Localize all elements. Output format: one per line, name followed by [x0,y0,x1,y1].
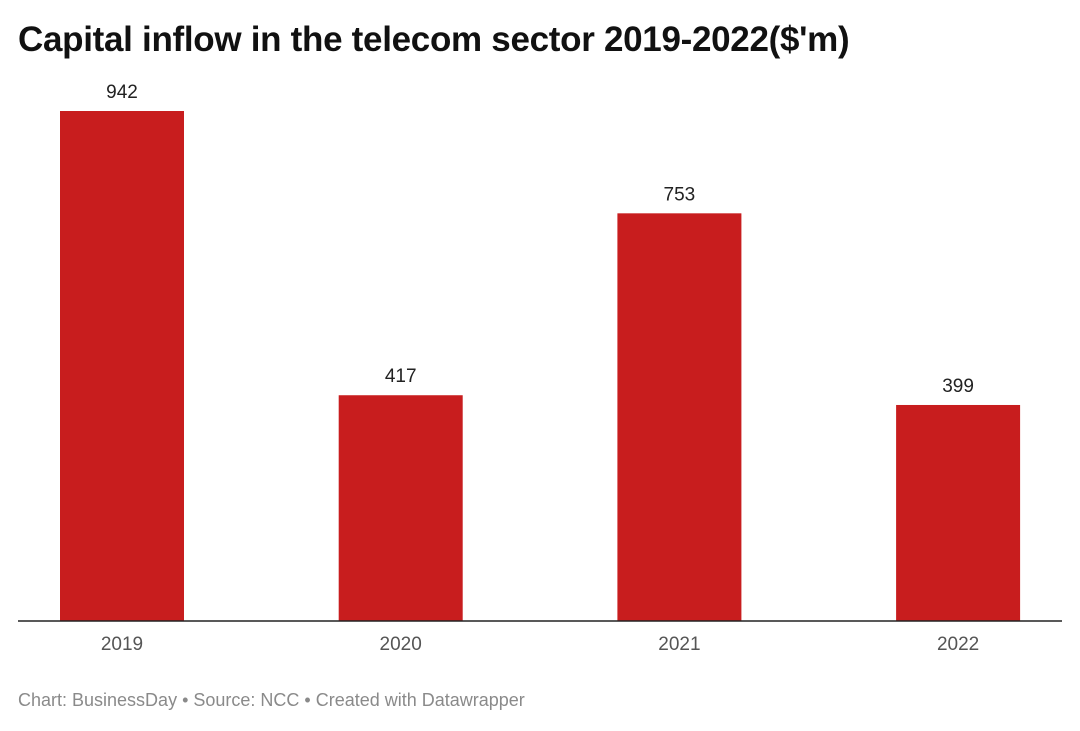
data-label-2019: 942 [106,82,138,103]
x-tick-label-2021: 2021 [658,634,700,655]
chart-title: Capital inflow in the telecom sector 201… [18,20,850,59]
x-tick-label-2022: 2022 [937,634,979,655]
data-label-2020: 417 [385,366,417,387]
data-label-2021: 753 [664,184,696,205]
x-tick-label-2020: 2020 [380,634,422,655]
bar-2020 [338,395,463,621]
chart-footer: Chart: BusinessDay • Source: NCC • Creat… [18,690,525,710]
data-label-2022: 399 [942,376,974,397]
bar-2019 [60,111,184,621]
bar-2022 [896,404,1021,621]
bar-2021 [617,213,742,622]
x-tick-label-2019: 2019 [101,634,143,655]
